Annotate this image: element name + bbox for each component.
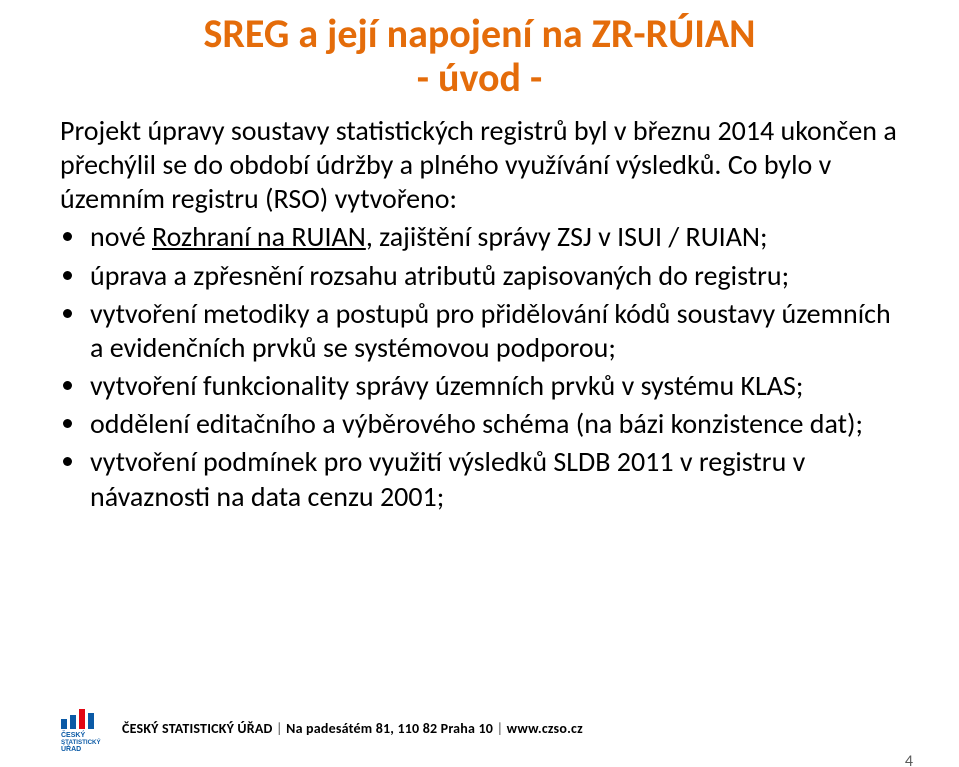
footer-separator: |: [276, 720, 286, 737]
intro-paragraph: Projekt úpravy soustavy statistických re…: [60, 114, 899, 216]
bullet-underlined: Rozhraní na RUIAN: [152, 219, 366, 254]
page-number: 4: [905, 752, 913, 767]
footer-separator: |: [496, 720, 506, 737]
list-item: oddělení editačního a výběrového schéma …: [88, 407, 899, 441]
logo-text-bot: ÚŘAD: [61, 744, 81, 753]
logo-text-top: ČESKÝ: [61, 730, 85, 739]
title-line-2: - úvod -: [60, 56, 899, 100]
czso-logo-icon: ČESKÝ STATISTICKÝ ÚŘAD: [58, 703, 108, 753]
logo-text-mid: STATISTICKÝ: [61, 739, 102, 746]
footer: ČESKÝ STATISTICKÝ ÚŘAD ČESKÝ STATISTICKÝ…: [58, 703, 901, 753]
footer-org: ČESKÝ STATISTICKÝ ÚŘAD: [122, 720, 273, 737]
slide-title: SREG a její napojení na ZR-RÚIAN - úvod …: [60, 12, 899, 100]
list-item: vytvoření podmínek pro využití výsledků …: [88, 445, 899, 513]
footer-url: www.czso.cz: [507, 720, 583, 737]
footer-address: Na padesátém 81, 110 82 Praha 10: [286, 720, 493, 737]
list-item: úprava a zpřesnění rozsahu atributů zapi…: [88, 259, 899, 293]
slide: SREG a její napojení na ZR-RÚIAN - úvod …: [0, 12, 959, 767]
slide-body: Projekt úpravy soustavy statistických re…: [60, 114, 899, 514]
footer-text: ČESKÝ STATISTICKÝ ÚŘAD | Na padesátém 81…: [122, 720, 583, 737]
bullet-prefix: nové: [90, 219, 152, 254]
bullet-list: nové Rozhraní na RUIAN, zajištění správy…: [60, 220, 899, 513]
bullet-suffix: , zajištění správy ZSJ v ISUI / RUIAN;: [366, 219, 768, 254]
title-line-1: SREG a její napojení na ZR-RÚIAN: [60, 12, 899, 56]
list-item: vytvoření metodiky a postupů pro přidělo…: [88, 297, 899, 365]
list-item: nové Rozhraní na RUIAN, zajištění správy…: [88, 220, 899, 254]
list-item: vytvoření funkcionality správy územních …: [88, 369, 899, 403]
